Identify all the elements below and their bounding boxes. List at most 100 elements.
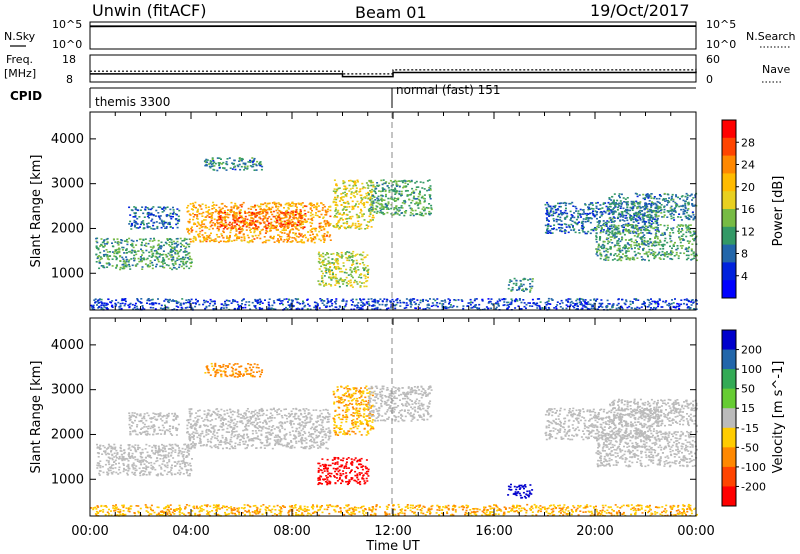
range-gate-cell xyxy=(172,213,174,215)
range-gate-cell xyxy=(522,299,525,301)
range-gate-cell xyxy=(357,215,360,217)
range-gate-cell xyxy=(273,215,276,218)
range-gate-cell xyxy=(601,302,604,305)
range-gate-cell xyxy=(351,215,354,218)
range-gate-cell xyxy=(654,214,657,216)
nave-label: Nave xyxy=(762,63,790,76)
range-gate-cell xyxy=(324,225,327,227)
range-gate-cell xyxy=(617,227,620,230)
range-gate-cell xyxy=(592,208,595,210)
range-gate-cell xyxy=(669,307,672,309)
range-gate-cell xyxy=(369,196,372,198)
range-gate-cell xyxy=(381,188,384,190)
range-gate-cell xyxy=(413,195,415,198)
range-gate-cell xyxy=(512,282,515,285)
range-gate-cell xyxy=(206,161,209,163)
range-gate-cell xyxy=(234,202,237,205)
range-gate-cell xyxy=(638,202,641,204)
range-gate-cell xyxy=(316,234,319,237)
range-gate-cell xyxy=(600,303,603,306)
range-gate-cell xyxy=(295,235,298,238)
range-gate-cell xyxy=(133,221,136,224)
range-gate-cell xyxy=(373,299,376,301)
range-gate-cell xyxy=(323,233,326,235)
range-gate-cell xyxy=(633,202,636,205)
range-gate-cell xyxy=(224,219,227,222)
range-gate-cell xyxy=(617,206,619,209)
range-gate-cell xyxy=(139,258,142,261)
range-gate-cell xyxy=(677,230,680,233)
range-gate-cell xyxy=(619,251,622,253)
range-gate-cell xyxy=(277,234,280,236)
range-gate-cell xyxy=(313,206,315,209)
range-gate-cell xyxy=(411,299,414,302)
range-gate-cell xyxy=(292,210,295,212)
range-gate-cell xyxy=(609,254,612,256)
range-gate-cell xyxy=(655,232,658,234)
range-gate-cell xyxy=(142,257,145,259)
range-gate-cell xyxy=(375,212,378,214)
range-gate-cell xyxy=(692,238,694,240)
range-gate-cell xyxy=(213,207,216,209)
range-gate-cell xyxy=(240,159,243,162)
range-gate-cell xyxy=(639,209,642,212)
range-gate-cell xyxy=(554,209,557,211)
range-gate-cell xyxy=(411,199,414,202)
range-gate-cell xyxy=(403,301,406,304)
range-gate-cell xyxy=(690,253,693,256)
range-gate-cell xyxy=(614,206,617,208)
range-gate-cell xyxy=(634,227,637,229)
range-gate-cell xyxy=(251,157,254,159)
range-gate-cell xyxy=(123,299,126,301)
range-gate-cell xyxy=(298,233,301,235)
range-gate-cell xyxy=(135,227,138,229)
range-gate-cell xyxy=(666,204,669,206)
range-gate-cell xyxy=(238,224,240,227)
range-gate-cell xyxy=(395,299,398,302)
range-gate-cell xyxy=(139,256,142,258)
range-gate-cell xyxy=(291,299,294,302)
range-gate-cell xyxy=(348,190,351,192)
range-gate-cell xyxy=(339,256,342,258)
range-gate-cell xyxy=(187,299,190,301)
range-gate-cell xyxy=(629,230,632,232)
range-gate-cell xyxy=(654,229,657,231)
range-gate-cell xyxy=(690,235,693,237)
range-gate-cell xyxy=(166,239,169,241)
range-gate-cell xyxy=(623,226,625,229)
range-gate-cell xyxy=(419,191,421,194)
range-gate-cell xyxy=(595,241,598,243)
range-gate-cell xyxy=(373,196,376,198)
range-gate-cell xyxy=(99,256,102,258)
range-gate-cell xyxy=(144,208,147,211)
range-gate-cell xyxy=(252,159,255,161)
range-gate-cell xyxy=(624,198,627,200)
range-gate-cell xyxy=(269,207,272,210)
range-gate-cell xyxy=(595,211,598,214)
range-gate-cell xyxy=(334,196,336,199)
range-gate-cell xyxy=(613,237,616,240)
range-gate-cell xyxy=(352,250,355,253)
range-gate-cell xyxy=(175,242,177,245)
range-gate-cell xyxy=(152,307,155,309)
range-gate-cell xyxy=(329,205,332,208)
range-gate-cell xyxy=(174,249,177,252)
range-time-patch xyxy=(90,297,698,311)
range-gate-cell xyxy=(213,300,216,302)
range-gate-cell xyxy=(187,229,190,231)
range-gate-cell xyxy=(282,223,285,226)
range-gate-cell xyxy=(97,247,100,250)
range-gate-cell xyxy=(685,248,688,250)
range-gate-cell xyxy=(400,193,403,195)
range-gate-cell xyxy=(190,265,193,268)
range-gate-cell xyxy=(299,220,302,222)
range-gate-cell xyxy=(623,233,626,236)
range-gate-cell xyxy=(388,191,391,193)
range-gate-cell xyxy=(672,306,675,308)
range-gate-cell xyxy=(372,194,374,197)
range-gate-cell xyxy=(146,257,149,260)
range-gate-cell xyxy=(181,298,184,300)
range-gate-cell xyxy=(644,205,647,208)
range-gate-cell xyxy=(415,180,418,183)
range-gate-cell xyxy=(342,213,345,215)
